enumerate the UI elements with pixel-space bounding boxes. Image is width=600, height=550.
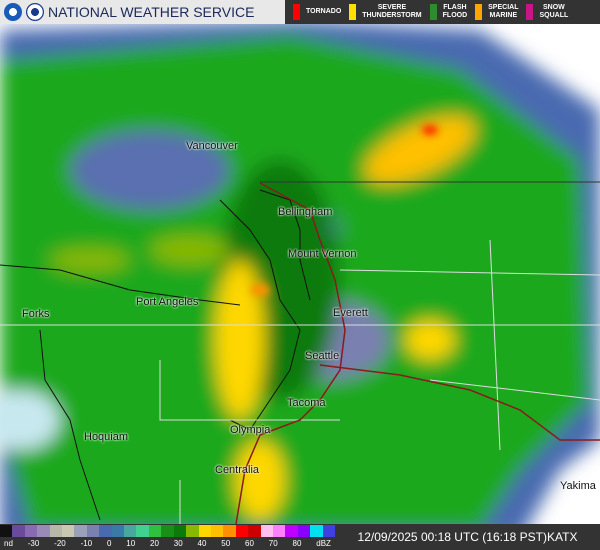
scale-color: [0, 525, 13, 537]
scale-tick: dBZ: [316, 539, 331, 548]
city-label: Forks: [22, 308, 50, 320]
scale-color: [272, 525, 286, 537]
scale-color: [210, 525, 224, 537]
legend-label: TORNADO: [306, 8, 342, 15]
legend-item: SNOW SQUALL: [526, 4, 568, 20]
scale-tick: 30: [173, 539, 183, 548]
scale-color: [49, 525, 63, 537]
city-label: Hoquiam: [84, 431, 129, 443]
header: NATIONAL WEATHER SERVICE: [0, 0, 285, 24]
scale-color: [99, 525, 112, 537]
legend-item: FLASH FLOOD: [429, 4, 468, 20]
scale-color: [235, 525, 249, 537]
legend-swatch: [475, 4, 483, 20]
city-label: Bellingham: [278, 206, 333, 218]
scale-color: [186, 525, 199, 537]
scale-tick: -30: [27, 539, 40, 548]
scale-color: [198, 525, 211, 537]
station-id: KATX: [547, 530, 578, 544]
legend-label: SNOW SQUALL: [539, 4, 569, 19]
timestamp: 12/09/2025 00:18 UTC (16:18 PST): [357, 530, 547, 544]
legend-label: SPECIAL MARINE: [488, 4, 519, 19]
scale-tick: 50: [221, 539, 231, 548]
scale-color: [24, 525, 38, 537]
warnings-legend: TORNADO SEVERE THUNDERSTORM FLASH FLOOD SPE…: [285, 0, 600, 24]
scale-color: [285, 525, 298, 537]
scale-color: [136, 525, 149, 537]
city-label: Olympia: [230, 424, 271, 436]
dbz-scale: nd -30 -20 -10 0 10 20 30 40 50 60 70 80 dBZ: [0, 524, 335, 550]
scale-tick: 10: [126, 539, 136, 548]
city-label: Seattle: [305, 350, 340, 362]
scale-tick: 60: [245, 539, 254, 548]
scale-tick: 40: [197, 539, 207, 548]
scale-color: [223, 525, 236, 537]
legend-swatch: [349, 4, 357, 20]
legend-swatch: [429, 4, 437, 20]
scale-color: [62, 525, 75, 537]
scale-color: [248, 525, 261, 537]
legend-label: SEVERE THUNDERSTORM: [362, 4, 422, 19]
scale-color: [310, 525, 323, 537]
scale-color: [322, 525, 335, 537]
scale-color: [297, 525, 311, 537]
scale-color: [173, 525, 187, 537]
legend-label: FLASH FLOOD: [442, 4, 468, 19]
highways: [234, 182, 600, 531]
city-label: Port Angeles: [136, 296, 199, 308]
radar-echoes: [0, 20, 600, 540]
header-title: NATIONAL WEATHER SERVICE: [48, 4, 255, 20]
city-label: Vancouver: [186, 140, 238, 152]
nws-logo: [26, 3, 44, 21]
county-lines: [0, 239, 600, 530]
scale-tick: 0: [106, 539, 112, 548]
scale-color: [12, 525, 25, 537]
legend-swatch: [293, 4, 300, 20]
scale-color: [111, 525, 125, 537]
city-label: Tacoma: [287, 397, 326, 409]
scale-color: [37, 525, 50, 537]
coastlines: [0, 189, 311, 521]
legend-swatch: [526, 4, 534, 20]
timestamp-bar: 12/09/2025 00:18 UTC (16:18 PST) KATX: [335, 524, 600, 550]
scale-color: [74, 525, 87, 537]
scale-tick: 80: [292, 539, 302, 548]
legend-item: SEVERE THUNDERSTORM: [349, 4, 422, 20]
noaa-logo: [4, 3, 22, 21]
scale-tick: nd: [4, 539, 13, 548]
legend-item: SPECIAL MARINE: [475, 4, 518, 20]
scale-tick: 20: [150, 539, 159, 548]
scale-color: [148, 525, 162, 537]
scale-color: [86, 525, 100, 537]
scale-tick: 70: [268, 539, 278, 548]
legend-item: TORNADO: [293, 4, 341, 20]
city-label: Centralia: [215, 464, 260, 476]
scale-color: [161, 525, 174, 537]
scale-tick: -10: [80, 539, 93, 548]
scale-color: [124, 525, 137, 537]
city-label: Everett: [333, 307, 368, 319]
city-label: Yakima: [560, 480, 596, 492]
scale-color: [260, 525, 273, 537]
city-label: Mount Vernon: [288, 248, 357, 260]
scale-tick: -20: [54, 539, 66, 548]
